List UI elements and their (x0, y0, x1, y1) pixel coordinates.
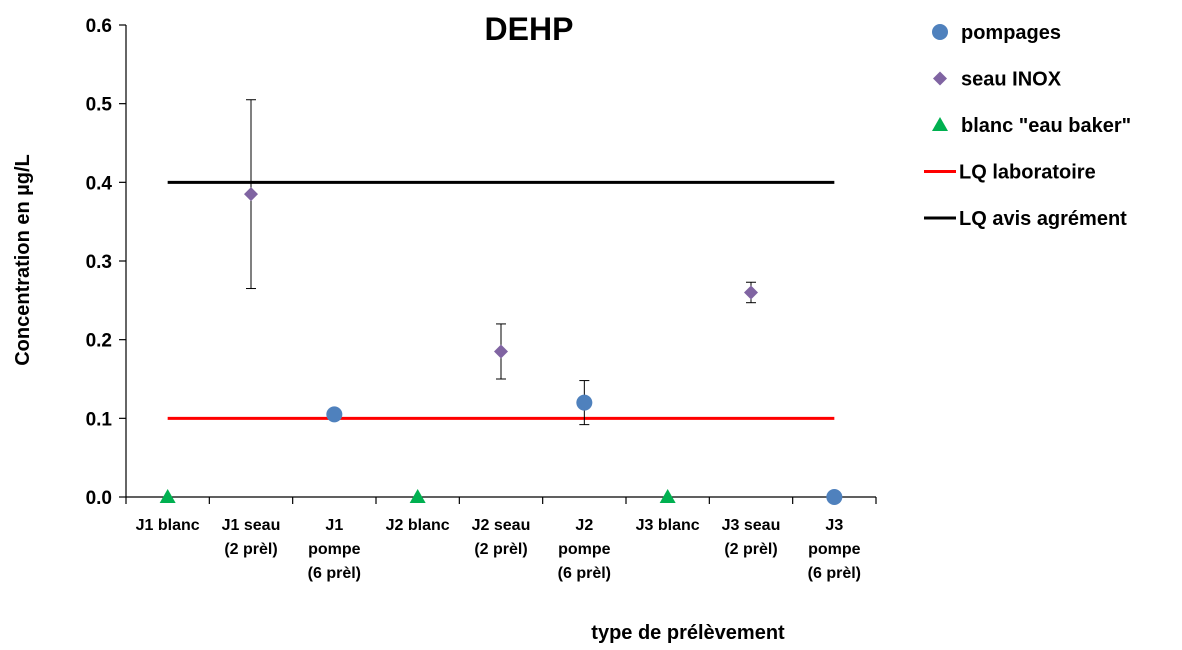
y-tick-label: 0.3 (86, 252, 112, 273)
legend-label: pompages (961, 22, 1061, 44)
x-tick-label: J1 blanc (136, 517, 200, 534)
x-axis-label: type de prélèvement (591, 622, 785, 644)
legend-swatch (932, 24, 948, 40)
data-point (576, 394, 593, 411)
reference-lines (167, 180, 835, 420)
legend-swatch (932, 117, 948, 131)
y-tick-label: 0.0 (86, 488, 112, 509)
axes (125, 25, 876, 498)
x-tick-label: J2 pompe (6 prèl) (558, 517, 611, 582)
y-tick-label: 0.2 (86, 331, 112, 352)
x-tick-label: J3 blanc (636, 517, 700, 534)
data-points (159, 187, 843, 505)
data-point (826, 489, 843, 505)
x-tick-label: J2 seau (2 prèl) (472, 517, 531, 558)
legend-label: seau INOX (961, 69, 1062, 91)
x-ticks: J1 blanc J1 seau (2 prèl) J1 pompe (6 prèl) J2… (125, 497, 877, 582)
data-point (159, 489, 176, 503)
y-tick-label: 0.6 (86, 16, 112, 37)
data-point (744, 285, 758, 300)
legend-label: LQ laboratoire (959, 162, 1096, 184)
x-tick-label: J3 seau (2 prèl) (722, 517, 781, 558)
y-ticks: 0.0 0.1 0.2 0.3 0.4 0.5 0.6 (86, 16, 126, 509)
x-tick-label: J3 pompe (6 prèl) (808, 517, 861, 582)
y-tick-label: 0.5 (86, 95, 113, 116)
y-tick-label: 0.4 (86, 173, 113, 194)
x-tick-label: J1 seau (2 prèl) (222, 517, 281, 558)
legend-label: LQ avis agrément (959, 208, 1127, 230)
error-bars (246, 99, 756, 426)
data-point (244, 187, 258, 202)
legend-swatch (933, 71, 947, 86)
y-tick-label: 0.1 (86, 409, 113, 430)
data-point (326, 406, 343, 423)
chart-title: DEHP (485, 11, 574, 47)
x-tick-label: J1 pompe (6 prèl) (308, 517, 361, 582)
legend-label: blanc "eau baker" (961, 115, 1131, 137)
data-point (409, 489, 426, 503)
x-tick-label: J2 blanc (386, 517, 450, 534)
data-point (659, 489, 676, 503)
data-point (494, 344, 508, 359)
legend: pompages seau INOX blanc "eau baker" LQ lab… (924, 22, 1131, 230)
y-axis-label: Concentration en µg/L (12, 154, 34, 366)
